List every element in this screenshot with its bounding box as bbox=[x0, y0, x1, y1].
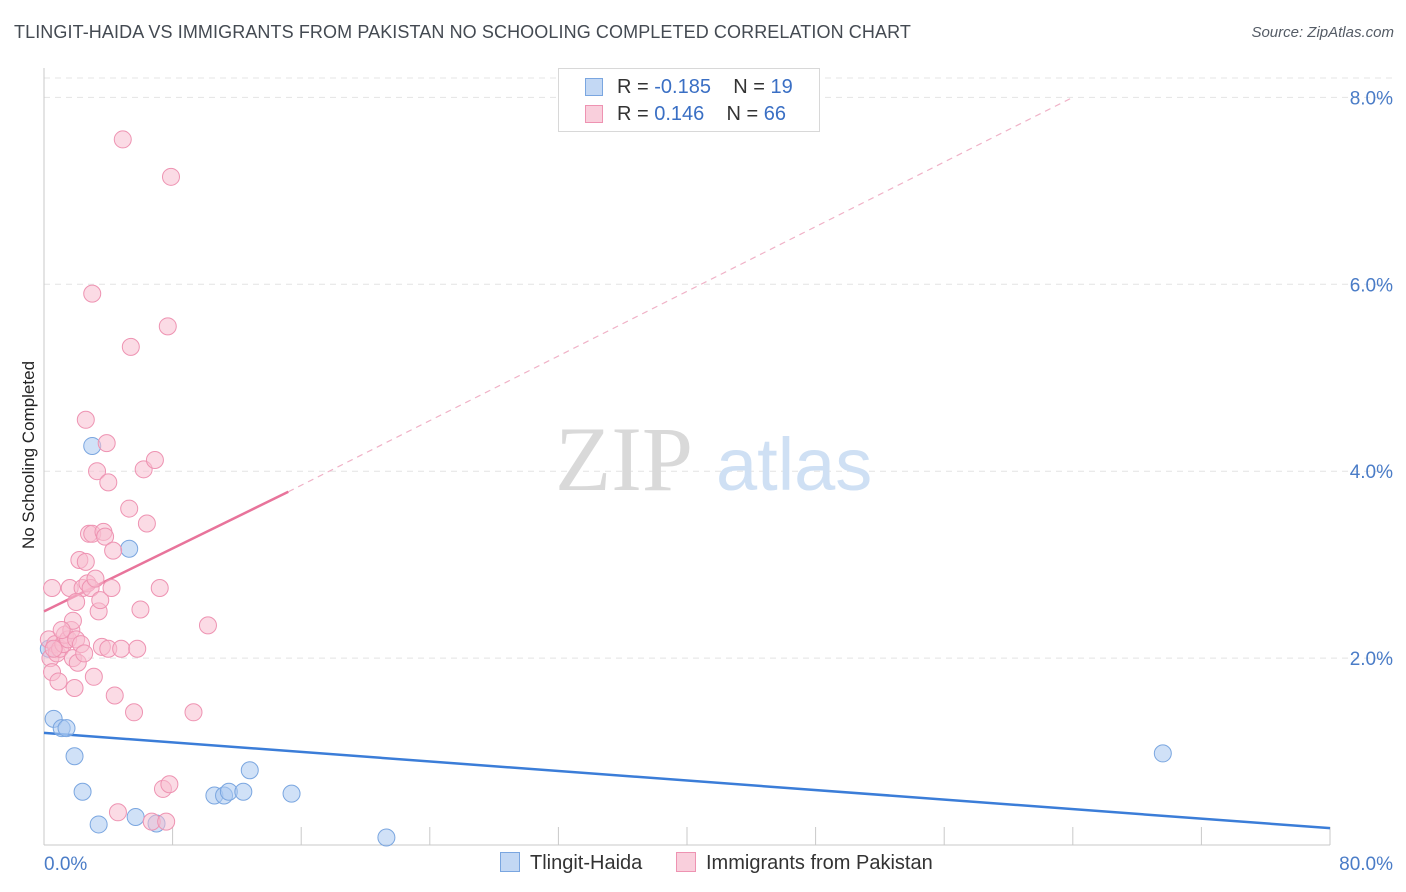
point-pakistan bbox=[104, 541, 123, 560]
series-legend-tlingit-haida: Tlingit-Haida bbox=[500, 852, 642, 875]
point-pakistan bbox=[112, 639, 131, 658]
point-pakistan bbox=[102, 579, 121, 598]
point-pakistan bbox=[76, 552, 95, 571]
point-tlingit-haida bbox=[234, 782, 253, 801]
data-points bbox=[39, 130, 1172, 847]
point-pakistan bbox=[157, 812, 176, 831]
point-pakistan bbox=[84, 667, 103, 686]
point-pakistan bbox=[83, 284, 102, 303]
point-pakistan bbox=[120, 499, 139, 518]
point-pakistan bbox=[113, 130, 132, 149]
point-tlingit-haida bbox=[1153, 744, 1172, 763]
x-tick-label: 0.0% bbox=[44, 854, 87, 875]
y-axis-label: No Schooling Completed bbox=[19, 361, 38, 549]
legend-r-value: 0.146 bbox=[654, 103, 705, 125]
legend-n-value: 66 bbox=[763, 103, 787, 125]
grid-lines bbox=[44, 77, 1392, 659]
series-swatch-pakistan bbox=[676, 852, 696, 872]
point-pakistan bbox=[76, 410, 95, 429]
legend-swatch-tlingit-haida bbox=[585, 78, 603, 96]
series-label-tlingit-haida: Tlingit-Haida bbox=[530, 852, 643, 874]
point-pakistan bbox=[86, 569, 105, 588]
trend-line-tlingit-haida bbox=[43, 731, 1331, 830]
legend-r-label: R = bbox=[617, 76, 655, 98]
point-tlingit-haida bbox=[73, 782, 92, 801]
point-pakistan bbox=[75, 644, 94, 663]
point-tlingit-haida bbox=[65, 747, 84, 766]
y-tick-label: 2.0% bbox=[1350, 649, 1393, 670]
x-tick-label: 80.0% bbox=[1339, 854, 1393, 875]
point-pakistan bbox=[198, 616, 217, 635]
point-tlingit-haida bbox=[126, 807, 145, 826]
point-tlingit-haida bbox=[377, 828, 396, 847]
correlation-legend: R = -0.185 N = 19 R = 0.146 N = 66 bbox=[558, 68, 820, 132]
point-pakistan bbox=[125, 703, 144, 722]
point-pakistan bbox=[88, 462, 107, 481]
point-pakistan bbox=[160, 775, 179, 794]
source-label: Source: ZipAtlas.com bbox=[1251, 24, 1394, 41]
point-pakistan bbox=[158, 317, 177, 336]
y-tick-label: 6.0% bbox=[1350, 275, 1393, 296]
watermark-zip: ZIP bbox=[555, 408, 693, 510]
point-pakistan bbox=[49, 672, 68, 691]
point-pakistan bbox=[108, 803, 127, 822]
legend-r-label: R = bbox=[617, 103, 655, 125]
point-pakistan bbox=[43, 579, 62, 598]
point-tlingit-haida bbox=[120, 539, 139, 558]
point-pakistan bbox=[99, 473, 118, 492]
tick-labels: 2.0% 4.0% 6.0% 8.0% 0.0% 80.0% bbox=[44, 88, 1393, 875]
point-pakistan bbox=[96, 527, 115, 546]
point-pakistan bbox=[105, 686, 124, 705]
y-tick-label: 8.0% bbox=[1350, 88, 1393, 109]
point-pakistan bbox=[150, 579, 169, 598]
point-pakistan bbox=[52, 621, 71, 640]
point-pakistan bbox=[67, 593, 86, 612]
legend-n-label: N = bbox=[726, 103, 764, 125]
point-tlingit-haida bbox=[282, 784, 301, 803]
point-pakistan bbox=[161, 167, 180, 186]
point-tlingit-haida bbox=[57, 719, 76, 738]
point-pakistan bbox=[128, 639, 147, 658]
legend-n-label: N = bbox=[733, 76, 771, 98]
legend-r-value: -0.185 bbox=[654, 76, 711, 98]
point-pakistan bbox=[97, 434, 116, 453]
trend-line-pakistan-extension bbox=[288, 96, 1074, 493]
point-pakistan bbox=[131, 600, 150, 619]
point-pakistan bbox=[65, 679, 84, 697]
point-pakistan bbox=[145, 450, 164, 469]
point-pakistan bbox=[91, 591, 110, 610]
point-tlingit-haida bbox=[240, 761, 259, 780]
series-label-pakistan: Immigrants from Pakistan bbox=[706, 852, 933, 874]
chart-title: TLINGIT-HAIDA VS IMMIGRANTS FROM PAKISTA… bbox=[14, 22, 911, 42]
point-pakistan bbox=[184, 703, 203, 722]
watermark-atlas: atlas bbox=[716, 423, 872, 506]
point-tlingit-haida bbox=[89, 815, 108, 834]
y-tick-label: 4.0% bbox=[1350, 462, 1393, 483]
series-legend-pakistan: Immigrants from Pakistan bbox=[676, 852, 933, 875]
point-pakistan bbox=[121, 337, 140, 356]
axes bbox=[43, 68, 1331, 846]
series-swatch-tlingit-haida bbox=[500, 852, 520, 872]
legend-swatch-pakistan bbox=[585, 105, 603, 123]
legend-n-value: 19 bbox=[770, 76, 793, 98]
point-pakistan bbox=[137, 514, 156, 533]
point-pakistan bbox=[44, 639, 63, 658]
